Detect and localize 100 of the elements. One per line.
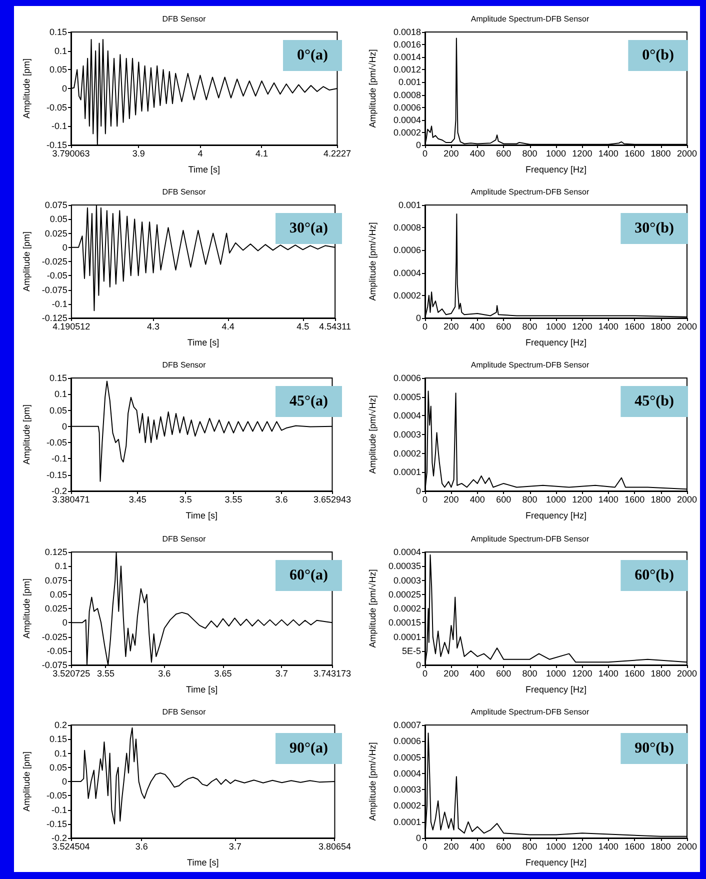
y-tick-label: 0.0006 [393,736,421,746]
x-tick-label: 400 [470,668,485,678]
x-tick-label: 0 [422,668,428,678]
y-tick-label: 0.0018 [393,27,421,37]
x-tick-label: 1400 [598,148,618,158]
x-tick-label: 1000 [546,322,566,332]
y-axis-title: Amplitude [pm/√Hz] [368,742,378,821]
x-tick-label: 3.6 [275,494,288,505]
y-tick-label: 0.0016 [393,40,421,50]
x-tick-label: 600 [496,841,512,852]
y-axis-title: Amplitude [pm/√Hz] [368,49,378,128]
x-tick-label: 1000 [546,148,566,158]
y-axis-title: Amplitude [pm] [22,404,32,465]
y-tick-label: 0 [416,486,421,496]
x-tick-label: 1400 [598,668,618,678]
y-tick-label: -0.2 [51,486,67,496]
x-tick-label: 3.80654 [318,841,352,852]
x-tick-label: 200 [444,322,459,332]
x-tick-label: 1800 [650,668,671,678]
y-tick-label: 0.0001 [393,631,421,642]
x-tick-label: 1600 [624,668,645,678]
y-tick-label: 0.2 [54,720,67,730]
x-tick-label: 2000 [676,322,698,332]
y-tick-label: 0.00025 [388,588,421,599]
y-tick-label: 0 [416,140,421,150]
x-tick-label: 200 [444,148,459,158]
chart-title: Amplitude Spectrum-DFB Sensor [470,14,590,24]
y-tick-label: -0.15 [46,470,67,480]
y-tick-label: 0.0002 [393,800,421,811]
y-tick-label: 0.00015 [388,617,421,628]
y-tick-label: 0.1 [54,560,68,571]
x-tick-label: 4.54311 [319,322,352,332]
chart-title: Amplitude Spectrum-DFB Sensor [470,707,590,716]
y-tick-label: 0 [62,617,68,628]
x-tick-label: 3.55 [96,668,115,678]
y-tick-label: -0.05 [46,270,68,281]
x-tick-label: 800 [522,841,538,852]
x-tick-label: 1400 [598,494,618,505]
x-tick-label: 2000 [676,494,698,505]
x-axis-title: Frequency [Hz] [525,338,587,348]
x-tick-label: 200 [444,841,459,852]
x-tick-label: 3.790063 [52,148,90,158]
chart-title: Amplitude Spectrum-DFB Sensor [470,534,590,544]
y-tick-label: 0.125 [44,546,68,557]
y-tick-label: 0.05 [50,588,68,599]
x-tick-label: 1200 [572,841,592,852]
x-tick-label: 1800 [650,148,671,158]
y-tick-label: 0.0004 [393,114,421,125]
annotation: 0°(a) [297,48,328,64]
x-axis-title: Frequency [Hz] [525,684,587,694]
y-tick-label: -0.15 [46,818,67,829]
chart-title: DFB Sensor [162,534,206,544]
y-tick-label: 0.0002 [393,290,421,301]
y-axis-title: Amplitude [pm/√Hz] [368,396,378,474]
annotation: 60°(b) [634,567,674,584]
x-axis-title: Frequency [Hz] [525,164,587,174]
x-tick-label: 4 [198,148,203,158]
y-tick-label: 0.15 [49,27,67,37]
annotation: 45°(a) [290,394,328,410]
y-tick-label: 0.15 [49,734,67,744]
x-tick-label: 800 [522,668,538,678]
y-axis-title: Amplitude [pm/√Hz] [368,222,378,301]
y-tick-label: 0.0006 [393,373,421,384]
y-tick-label: 0.025 [44,228,68,238]
annotation: 90°(b) [634,740,674,756]
x-tick-label: 2000 [676,668,698,678]
y-tick-label: -0.025 [42,256,68,267]
annotation: 30°(b) [634,220,674,237]
y-tick-label: -0.1 [51,454,67,464]
annotation: 45°(b) [634,394,674,410]
y-tick-label: -0.05 [46,438,67,448]
x-tick-label: 3.55 [224,494,242,505]
x-tick-label: 400 [470,841,485,852]
y-tick-label: -0.05 [46,102,67,112]
y-tick-label: 0.0001 [393,468,421,478]
x-tick-label: 4.1 [255,148,268,158]
y-axis-title: Amplitude [pm] [22,751,32,812]
x-tick-label: 200 [444,494,459,505]
x-tick-label: 1200 [572,148,592,158]
annotation: 90°(a) [290,740,328,756]
x-tick-label: 1400 [598,841,618,852]
x-tick-label: 1400 [598,322,618,332]
x-tick-label: 1000 [546,841,566,852]
y-tick-label: 0.0006 [393,102,421,112]
x-axis-title: Frequency [Hz] [525,857,587,868]
y-tick-label: 0 [62,242,68,253]
y-tick-label: 0.1 [54,46,67,56]
x-tick-label: 1600 [624,322,645,332]
chart-title: Amplitude Spectrum-DFB Sensor [470,188,590,197]
y-tick-label: -0.05 [46,645,68,656]
y-tick-label: 0.025 [44,603,68,614]
x-tick-label: 4.2227 [323,148,351,158]
x-tick-label: 4.190512 [52,322,90,332]
y-tick-label: -0.075 [42,284,68,295]
y-tick-label: -0.025 [42,631,68,642]
x-tick-label: 0 [422,494,428,505]
y-tick-label: 0.0002 [393,448,421,459]
x-tick-label: 600 [496,494,512,505]
y-tick-label: 0.0006 [393,245,421,256]
x-axis-title: Time [s] [186,510,218,521]
